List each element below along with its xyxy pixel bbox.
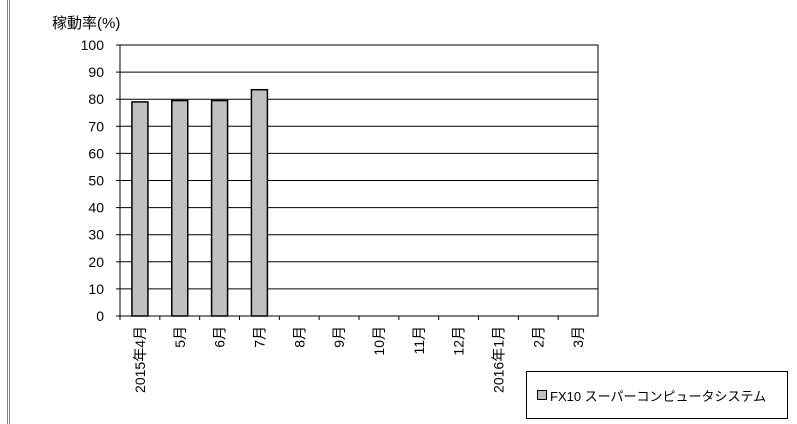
- legend-label: FX10 スーパーコンピュータシステム: [550, 388, 767, 404]
- legend: FX10 スーパーコンピュータシステム: [526, 371, 788, 419]
- x-tick-label: 2015年4月: [132, 326, 148, 393]
- x-tick-label: 5月: [172, 326, 188, 348]
- y-tick-label: 60: [88, 145, 104, 161]
- y-tick-label: 40: [88, 200, 104, 216]
- y-tick-label: 90: [88, 64, 104, 80]
- legend-swatch-icon: [537, 390, 547, 400]
- bar: [210, 99, 229, 317]
- y-tick-label: 10: [88, 281, 104, 297]
- x-tick-labels: 2015年4月 5月 6月 7月 8月 9月 10月 11月 12月 2016年1月 2月 3月: [119, 316, 586, 393]
- x-tick-label: 3月: [570, 326, 586, 348]
- x-tick-label: 7月: [251, 326, 267, 348]
- y-tick-label: 100: [81, 37, 105, 53]
- y-tick-label: 30: [88, 227, 104, 243]
- y-tick-labels: 0 10 20 30 40 50 60 70 80 90 100: [81, 37, 120, 324]
- y-tick-label: 20: [88, 254, 104, 270]
- x-tick-label: 9月: [331, 326, 347, 348]
- x-tick-label: 11月: [411, 326, 427, 355]
- x-tick-label: 10月: [371, 326, 387, 356]
- bar: [171, 99, 189, 317]
- x-tick-label: 8月: [291, 326, 307, 348]
- y-tick-label: 50: [88, 173, 104, 189]
- y-tick-label: 0: [96, 308, 104, 324]
- bars: [131, 88, 269, 317]
- y-axis-label: 稼動率(%): [52, 15, 120, 32]
- bar: [250, 88, 269, 317]
- x-tick-label: 2月: [530, 326, 546, 348]
- x-tick-label: 12月: [451, 326, 467, 356]
- x-tick-label: 6月: [212, 326, 228, 348]
- y-tick-label: 70: [88, 118, 104, 134]
- x-tick-label: 2016年1月: [490, 326, 506, 393]
- gridlines: [120, 44, 598, 290]
- bar: [131, 101, 149, 317]
- y-tick-label: 80: [88, 91, 104, 107]
- frame-border: [7, 0, 10, 424]
